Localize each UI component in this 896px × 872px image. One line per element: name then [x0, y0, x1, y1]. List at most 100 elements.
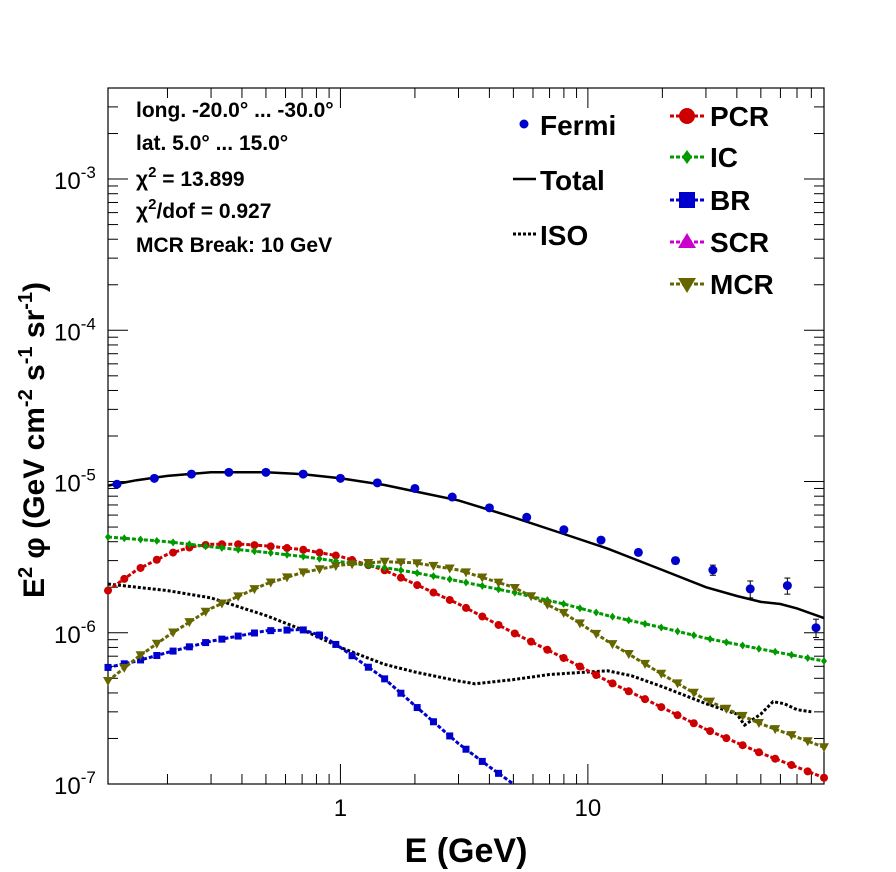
series-point-br	[169, 647, 177, 655]
series-point-mcr	[168, 628, 179, 638]
series-line-ic	[107, 535, 825, 663]
series-point-br	[348, 652, 356, 660]
fermi-point	[335, 473, 345, 483]
series-point-pcr	[803, 767, 812, 776]
series-point-ic	[316, 554, 323, 563]
series-point-br	[495, 769, 503, 777]
series-point-br	[153, 651, 161, 659]
series-point-ic	[788, 650, 795, 659]
series-point-pcr	[575, 662, 584, 671]
series-point-br	[185, 643, 193, 651]
series-point-mcr	[591, 629, 602, 639]
series-fermi	[112, 467, 821, 639]
series-point-pcr	[592, 671, 601, 680]
series-point-mcr	[721, 704, 732, 714]
series-point-ic	[105, 532, 111, 541]
series-point-ic	[121, 534, 128, 543]
axis-tick-labels: 1 10 10-7 10-6 10-5 10-4 10-3	[54, 163, 601, 822]
series-point-br	[462, 745, 470, 753]
series-point-ic	[625, 616, 632, 625]
fermi-point	[186, 469, 196, 479]
series-point-mcr	[737, 711, 748, 721]
series-point-br	[104, 663, 112, 671]
series-point-ic	[609, 612, 616, 621]
series-point-mcr	[135, 651, 146, 661]
series-point-ic	[397, 566, 404, 575]
series-point-mcr	[282, 573, 292, 583]
legend-label-pcr: PCR	[710, 101, 769, 132]
series-point-br	[120, 660, 128, 668]
series-point-br	[316, 631, 324, 639]
series-point-br	[397, 689, 405, 697]
series-point-mcr	[103, 676, 113, 686]
series-point-ic	[300, 552, 307, 561]
series-point-ic	[137, 535, 144, 544]
series-point-pcr	[527, 637, 536, 646]
fermi-point	[410, 483, 420, 493]
fermi-point	[149, 473, 159, 483]
axis-ticks	[108, 87, 825, 785]
series-point-pcr	[494, 620, 503, 629]
y-axis-label: E2 φ (GeV cm-2 s-1 sr-1)	[15, 282, 51, 598]
legend-label-mcr: MCR	[710, 269, 774, 300]
series-line-total	[107, 471, 825, 620]
series-point-ic	[235, 545, 242, 554]
series-point-ic	[593, 608, 600, 617]
series-point-ic	[755, 644, 762, 653]
series-point-pcr	[104, 586, 112, 595]
fermi-point	[484, 503, 494, 513]
y-tick-label: 10-5	[54, 466, 96, 498]
series-point-pcr	[299, 545, 308, 554]
series-point-mcr	[819, 743, 829, 753]
y-tick-label: 10-3	[54, 163, 96, 195]
series-point-pcr	[624, 687, 633, 696]
legend-marker-scr	[678, 233, 696, 248]
series-point-mcr	[314, 565, 325, 575]
series-point-ic	[690, 631, 697, 640]
series-point-ic	[186, 540, 193, 549]
series-point-pcr	[413, 581, 422, 590]
series-point-br	[381, 675, 389, 683]
series-point-ic	[674, 627, 681, 636]
plot-area	[103, 467, 829, 786]
series-point-mcr	[200, 607, 211, 617]
fermi-point	[372, 478, 382, 488]
series-point-pcr	[657, 703, 666, 712]
series-point-mcr	[428, 561, 439, 571]
series-point-mcr	[363, 558, 374, 568]
series-point-br	[446, 732, 454, 740]
series-point-br	[299, 626, 307, 634]
series-point-pcr	[331, 551, 340, 560]
series-point-mcr	[265, 578, 276, 588]
series-point-mcr	[542, 600, 553, 610]
series-point-mcr	[753, 718, 764, 728]
series-point-ic	[723, 638, 730, 647]
series-point-pcr	[510, 629, 519, 638]
series-point-br	[267, 627, 275, 635]
series-point-ic	[202, 542, 209, 551]
legend-label-iso: ISO	[540, 220, 588, 251]
series-point-ic	[267, 548, 274, 557]
series-point-pcr	[689, 719, 698, 728]
y-tick-label: 10-6	[54, 617, 96, 649]
series-point-mcr	[770, 725, 781, 735]
series-point-pcr	[429, 588, 438, 597]
x-axis-label: E (GeV)	[405, 832, 528, 870]
fermi-point	[224, 467, 234, 477]
series-point-ic	[560, 599, 567, 608]
series-point-mcr	[607, 640, 618, 650]
series-point-ic	[251, 547, 258, 556]
y-tick-label: 10-7	[54, 768, 96, 800]
legend-marker-mcr	[678, 278, 696, 293]
stats-longitude: long. -20.0° ... -30.0°	[136, 99, 334, 122]
series-point-pcr	[771, 754, 780, 763]
series-point-br	[218, 635, 226, 643]
series-point-mcr	[119, 663, 130, 673]
series-point-br	[364, 663, 372, 671]
series-point-pcr	[722, 734, 731, 743]
series-point-ic	[284, 550, 290, 559]
legend-label-fermi: Fermi	[540, 110, 616, 141]
legend-right: PCR IC BR SCR MCR	[670, 101, 774, 300]
series-point-ic	[170, 538, 177, 547]
